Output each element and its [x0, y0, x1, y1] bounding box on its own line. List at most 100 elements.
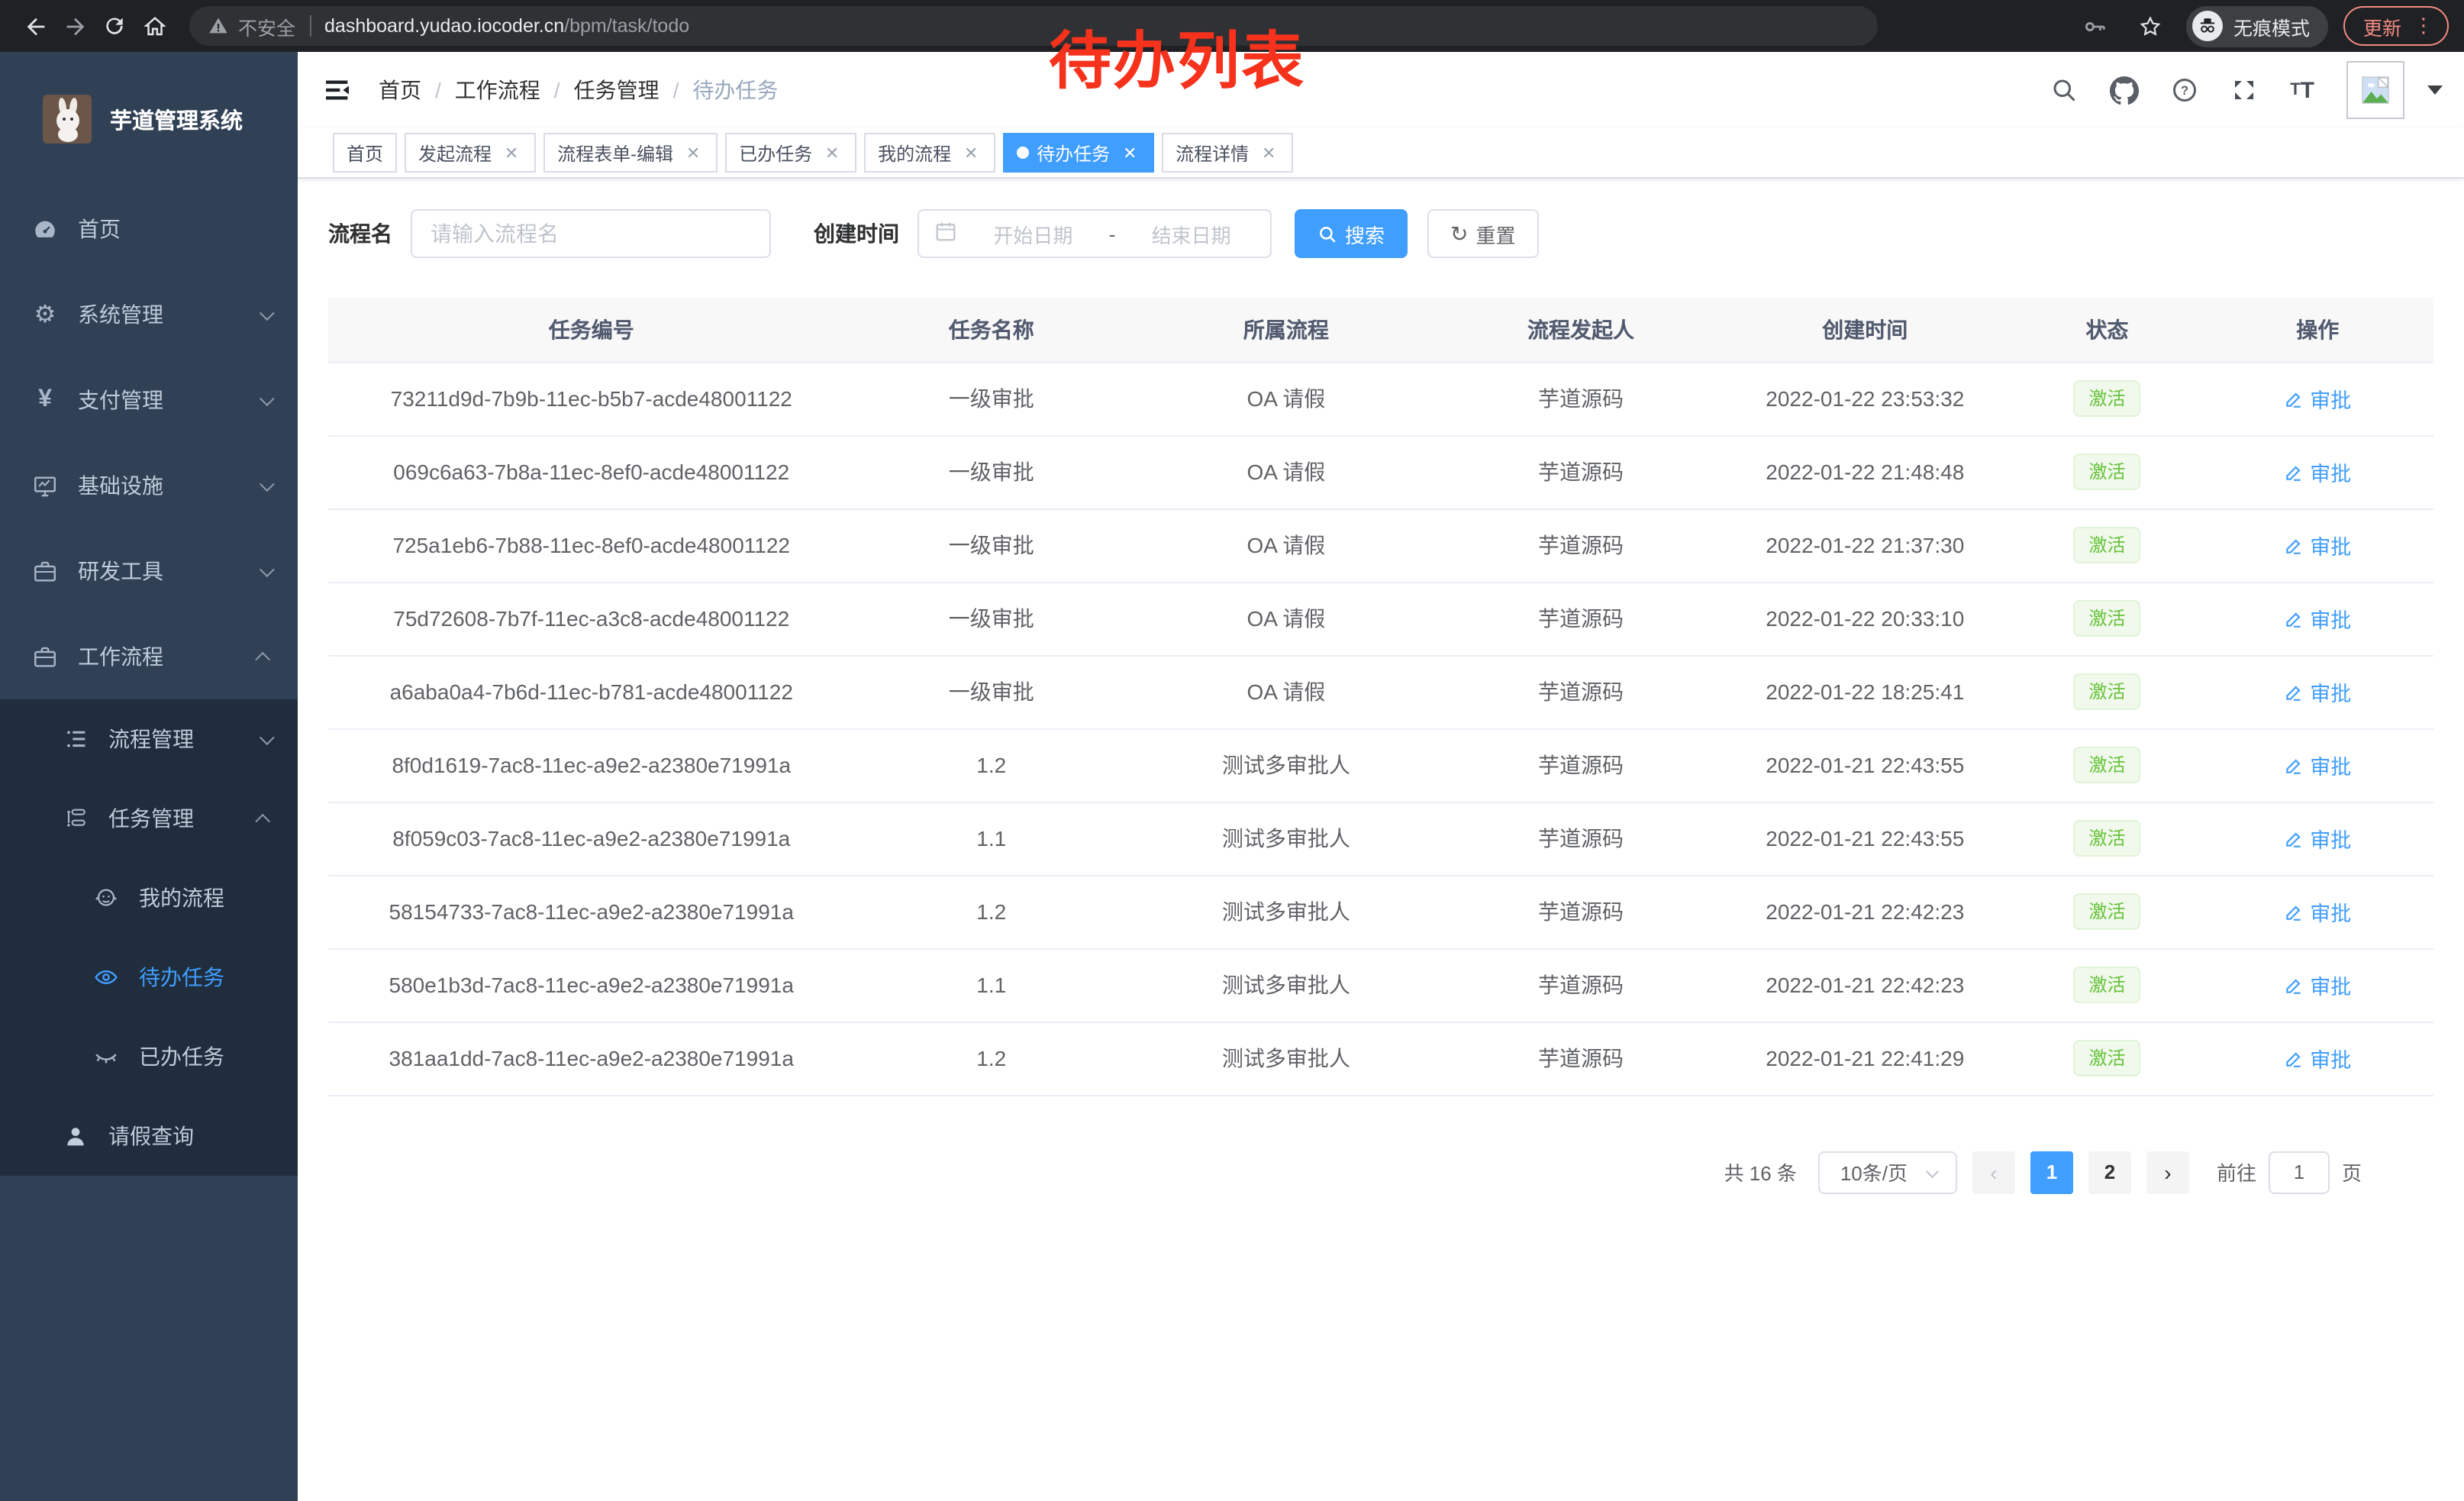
approve-button[interactable]: 审批 — [2284, 970, 2351, 1000]
tab-process-detail[interactable]: 流程详情 ✕ — [1162, 133, 1294, 173]
sidebar-item-leave-query[interactable]: 请假查询 — [0, 1096, 298, 1176]
breadcrumb-task-management[interactable]: 任务管理 — [573, 78, 660, 102]
dashboard-icon — [32, 216, 58, 242]
goto-page-input[interactable] — [2268, 1151, 2330, 1193]
breadcrumb-workflow[interactable]: 工作流程 — [454, 78, 540, 102]
sidebar-item-todo-tasks[interactable]: 待办任务 — [0, 938, 298, 1017]
status-badge: 激活 — [2073, 673, 2141, 710]
browser-reload-button[interactable] — [95, 6, 134, 46]
status-badge: 激活 — [2073, 820, 2141, 857]
approve-button[interactable]: 审批 — [2284, 750, 2351, 780]
close-icon[interactable]: ✕ — [1261, 144, 1276, 163]
help-icon[interactable]: ? — [2171, 76, 2198, 104]
browser-forward-button[interactable] — [55, 6, 95, 46]
close-icon[interactable]: ✕ — [685, 144, 701, 163]
process-name-input[interactable] — [411, 209, 771, 258]
sidebar-item-dev-tools[interactable]: 研发工具 — [0, 528, 298, 614]
sidebar-item-my-process[interactable]: 我的流程 — [0, 858, 298, 938]
table-row: 58154733-7ac8-11ec-a9e2-a2380e71991a 1.2… — [328, 875, 2433, 949]
cell-process: OA 请假 — [1128, 435, 1444, 509]
close-icon[interactable]: ✕ — [504, 144, 519, 163]
sidebar-item-workflow[interactable]: 工作流程 — [0, 614, 298, 699]
sidebar-item-process-management[interactable]: 流程管理 — [0, 699, 298, 779]
approve-label: 审批 — [2310, 902, 2352, 925]
approve-button[interactable]: 审批 — [2284, 530, 2351, 560]
bookmark-star-icon[interactable] — [2131, 6, 2171, 46]
cell-create-time: 2022-01-22 18:25:41 — [1717, 655, 2013, 729]
tab-my-process[interactable]: 我的流程 ✕ — [864, 133, 996, 173]
sidebar-item-infrastructure[interactable]: 基础设施 — [0, 443, 298, 528]
approve-button[interactable]: 审批 — [2284, 676, 2351, 707]
sidebar-item-payment[interactable]: ¥ 支付管理 — [0, 357, 298, 443]
cell-process: OA 请假 — [1128, 508, 1444, 583]
avatar[interactable] — [2346, 61, 2404, 119]
approve-label: 审批 — [2310, 609, 2352, 632]
fullscreen-icon[interactable] — [2230, 76, 2258, 104]
tab-process-form-edit[interactable]: 流程表单-编辑 ✕ — [543, 133, 718, 173]
range-separator: - — [1108, 222, 1116, 245]
list-icon — [63, 726, 89, 752]
status-badge: 激活 — [2073, 380, 2141, 417]
col-task-id: 任务编号 — [328, 298, 855, 363]
cell-task-id: 73211d9d-7b9b-11ec-b5b7-acde48001122 — [328, 362, 855, 436]
cell-process: 测试多审批人 — [1128, 802, 1444, 876]
breadcrumb: 首页 / 工作流程 / 任务管理 / 待办任务 — [379, 75, 778, 105]
cell-process: 测试多审批人 — [1128, 1022, 1444, 1096]
edit-icon — [2286, 612, 2301, 627]
approve-button[interactable]: 审批 — [2284, 603, 2351, 634]
cell-task-name: 1.2 — [854, 728, 1129, 802]
monitor-icon — [32, 473, 58, 499]
password-key-icon[interactable] — [2076, 6, 2116, 46]
sidebar-collapse-button[interactable] — [321, 73, 354, 107]
sidebar-item-system[interactable]: ⚙ 系统管理 — [0, 272, 298, 357]
search-icon[interactable] — [2050, 76, 2078, 104]
tab-label: 待办任务 — [1037, 143, 1111, 164]
create-time-label: 创建时间 — [814, 221, 899, 246]
tab-home[interactable]: 首页 — [333, 133, 398, 173]
approve-button[interactable]: 审批 — [2284, 457, 2351, 487]
tab-todo-tasks[interactable]: 待办任务 ✕ — [1003, 133, 1155, 173]
close-icon[interactable]: ✕ — [1122, 144, 1137, 163]
url-bar[interactable]: 不安全 dashboard.yudao.iocoder.cn/bpm/task/… — [189, 6, 1878, 46]
tab-start-process[interactable]: 发起流程 ✕ — [405, 133, 537, 173]
page-size-select[interactable]: 10条/页 — [1817, 1151, 1957, 1193]
sidebar-item-task-management[interactable]: 任务管理 — [0, 779, 298, 858]
url-path: /bpm/task/todo — [564, 15, 690, 37]
close-icon[interactable]: ✕ — [824, 144, 840, 163]
col-starter: 流程发起人 — [1443, 298, 1718, 363]
reset-button[interactable]: ↻ 重置 — [1427, 209, 1539, 258]
approve-label: 审批 — [2310, 829, 2352, 852]
approve-label: 审批 — [2310, 1049, 2352, 1072]
browser-update-button[interactable]: 更新 ⋮ — [2343, 6, 2449, 46]
edit-icon — [2286, 831, 2301, 847]
close-icon[interactable]: ✕ — [963, 144, 979, 163]
breadcrumb-home[interactable]: 首页 — [379, 78, 421, 102]
approve-button[interactable]: 审批 — [2284, 896, 2351, 927]
page-2-button[interactable]: 2 — [2088, 1151, 2131, 1193]
sidebar-item-label: 系统管理 — [78, 302, 163, 327]
table-row: 8f059c03-7ac8-11ec-a9e2-a2380e71991a 1.1… — [328, 802, 2433, 876]
sidebar-item-label: 流程管理 — [108, 727, 194, 751]
tab-done-tasks[interactable]: 已办任务 ✕ — [725, 133, 857, 173]
sidebar-item-done-tasks[interactable]: 已办任务 — [0, 1017, 298, 1096]
not-secure-warning-icon — [208, 15, 229, 37]
approve-button[interactable]: 审批 — [2284, 383, 2351, 414]
approve-button[interactable]: 审批 — [2284, 1043, 2351, 1073]
github-icon[interactable] — [2110, 76, 2140, 105]
approve-button[interactable]: 审批 — [2284, 823, 2351, 854]
security-label: 不安全 — [238, 18, 296, 39]
avatar-dropdown-caret[interactable] — [2427, 86, 2443, 95]
browser-menu-icon[interactable]: ⋮ — [2414, 14, 2433, 37]
date-range-picker[interactable]: 开始日期 - 结束日期 — [918, 209, 1272, 258]
browser-back-button[interactable] — [15, 6, 55, 46]
cell-process: OA 请假 — [1128, 582, 1444, 656]
sidebar-item-home[interactable]: 首页 — [0, 186, 298, 272]
page-1-button[interactable]: 1 — [2030, 1151, 2073, 1193]
prev-page-button[interactable]: ‹ — [1972, 1151, 2015, 1193]
tab-label: 流程表单-编辑 — [557, 143, 674, 164]
next-page-button[interactable]: › — [2146, 1151, 2189, 1193]
search-button[interactable]: 搜索 — [1295, 209, 1408, 258]
browser-home-button[interactable] — [134, 6, 174, 46]
app-logo-row[interactable]: 芋道管理系统 — [0, 52, 298, 186]
